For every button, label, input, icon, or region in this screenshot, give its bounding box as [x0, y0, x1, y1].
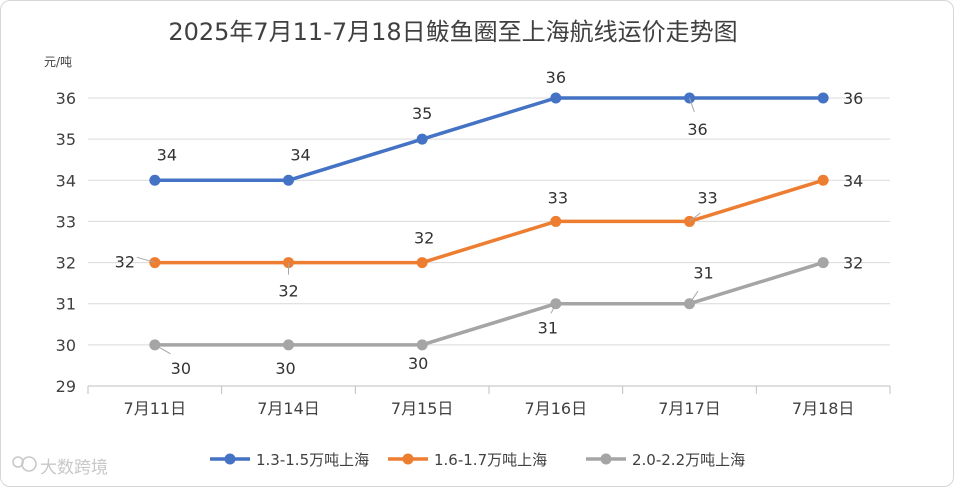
legend-item: 1.6-1.7万吨上海 [388, 451, 547, 469]
series-line [153, 178, 825, 265]
x-tick-label: 7月16日 [525, 399, 588, 418]
label-leader-line [689, 290, 699, 304]
watermark-logo-icon [12, 456, 37, 472]
y-tick-label: 36 [56, 89, 76, 108]
watermark: 大数跨境 [12, 456, 108, 478]
y-tick-label: 29 [56, 377, 76, 396]
series-line [153, 96, 825, 183]
legend-swatch-marker [402, 453, 414, 465]
y-tick-label: 35 [56, 130, 76, 149]
data-label: 35 [412, 104, 432, 123]
axes: 29 30 31 32 33 34 35 36 7月11日 7月14日 7月15日 7月16日 7月17… [56, 89, 891, 418]
data-point [283, 339, 294, 351]
x-tick-label: 7月11日 [124, 399, 187, 418]
data-point [817, 257, 829, 269]
data-label: 32 [843, 254, 863, 273]
y-tick-label: 32 [56, 254, 76, 273]
data-label: 36 [687, 120, 707, 139]
data-point [416, 339, 428, 351]
series-line [153, 260, 825, 347]
legend: 1.3-1.5万吨上海 1.6-1.7万吨上海 2.0-2.2万吨上海 [210, 451, 745, 469]
y-tick-label: 31 [56, 295, 76, 314]
legend-item: 1.3-1.5万吨上海 [210, 451, 369, 469]
data-label: 34 [157, 145, 177, 164]
series-lines [149, 92, 829, 351]
y-tick-label: 30 [56, 336, 76, 355]
data-label: 31 [693, 264, 713, 283]
data-point [550, 92, 562, 104]
x-tick-label: 7月14日 [257, 399, 320, 418]
label-leader-line [689, 212, 701, 222]
data-point [550, 215, 562, 227]
x-tick-label: 7月18日 [792, 399, 855, 418]
data-label: 36 [546, 68, 566, 87]
data-label: 32 [278, 282, 298, 301]
x-tick-label: 7月15日 [391, 399, 454, 418]
data-point [817, 174, 829, 186]
legend-swatch-marker [600, 453, 612, 465]
legend-label: 1.6-1.7万吨上海 [434, 451, 547, 469]
data-label: 32 [414, 229, 434, 248]
label-leader-line [136, 256, 155, 264]
watermark-text: 大数跨境 [40, 458, 108, 478]
data-label: 30 [171, 359, 191, 378]
y-tick-label: 34 [56, 171, 76, 190]
data-label: 33 [697, 188, 717, 207]
data-label: 30 [275, 359, 295, 378]
legend-item: 2.0-2.2万吨上海 [586, 451, 745, 469]
x-tick-label: 7月17日 [658, 399, 721, 418]
data-point [416, 133, 428, 145]
data-label: 33 [548, 188, 568, 207]
legend-label: 1.3-1.5万吨上海 [256, 451, 369, 469]
chart-title: 2025年7月11-7月18日鲅鱼圈至上海航线运价走势图 [168, 18, 737, 46]
data-label: 32 [115, 253, 135, 272]
y-axis-unit-label: 元/吨 [44, 55, 72, 69]
data-point [817, 92, 829, 104]
legend-swatch-marker [224, 453, 236, 465]
data-label: 34 [843, 171, 863, 190]
data-point [283, 174, 294, 186]
data-label: 30 [408, 354, 428, 373]
data-label: 31 [538, 319, 558, 338]
data-label: 36 [843, 89, 863, 108]
data-point [416, 257, 428, 269]
gridlines [88, 97, 890, 346]
label-leader-line [154, 344, 171, 355]
data-label: 34 [290, 145, 310, 164]
legend-label: 2.0-2.2万吨上海 [632, 451, 745, 469]
label-leader-line [689, 97, 695, 112]
data-point [149, 174, 161, 186]
data-labels: 34 34 35 36 36 36 32 32 32 33 33 34 30 30 30 31 31 32 [115, 68, 864, 378]
label-leader-line [550, 303, 557, 314]
y-tick-label: 33 [56, 212, 76, 231]
